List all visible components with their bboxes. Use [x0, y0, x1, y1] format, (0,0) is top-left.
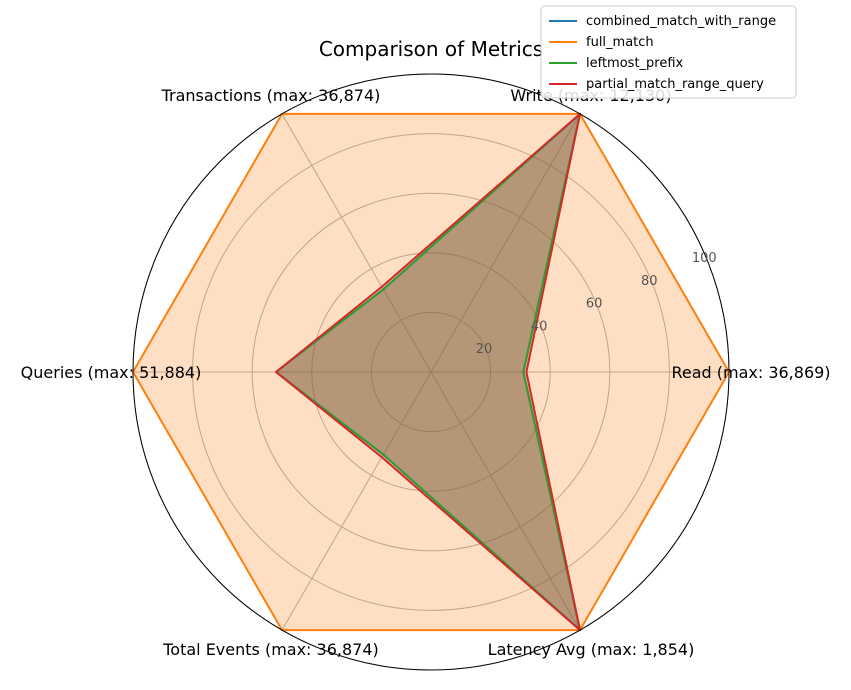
legend-label-partial_match_range_query: partial_match_range_query [586, 77, 764, 92]
series-area [132, 112, 730, 632]
series-fill-partial_match_range_query [276, 113, 580, 631]
axis-label-4: Total Events (max: 36,874) [162, 640, 379, 659]
spoke-4 [281, 371, 432, 631]
radial-tick-40: 40 [531, 319, 548, 334]
legend-label-combined_match_with_range: combined_match_with_range [586, 14, 776, 29]
axis-label-3: Queries (max: 51,884) [21, 363, 202, 382]
legend-label-full_match: full_match [586, 35, 654, 50]
series-fill-leftmost_prefix [276, 113, 580, 631]
radial-tick-labels: 20 40 60 80 100 [476, 251, 717, 357]
axis-label-0: Read (max: 36,869) [671, 363, 830, 382]
series-fill-combined_match_with_range [276, 113, 580, 631]
spoke-1 [430, 113, 581, 373]
radial-tick-100: 100 [692, 251, 717, 266]
radial-tick-20: 20 [476, 342, 493, 357]
spoke-5 [430, 371, 581, 631]
legend: combined_match_with_range full_matchleftm… [540, 5, 797, 99]
outer-frame [132, 73, 730, 671]
series-fill-full_match [133, 113, 729, 631]
radial-tick-80: 80 [641, 274, 658, 289]
axis-label-5: Latency Avg (max: 1,854) [488, 640, 695, 659]
spoke-2 [281, 113, 432, 373]
legend-label-leftmost_prefix: leftmost_prefix [586, 56, 684, 71]
radial-tick-60: 60 [586, 297, 603, 312]
axis-label-2: Transactions (max: 36,874) [161, 86, 381, 105]
chart-title: Comparison of Metrics [319, 37, 543, 61]
legend-box [540, 5, 797, 99]
